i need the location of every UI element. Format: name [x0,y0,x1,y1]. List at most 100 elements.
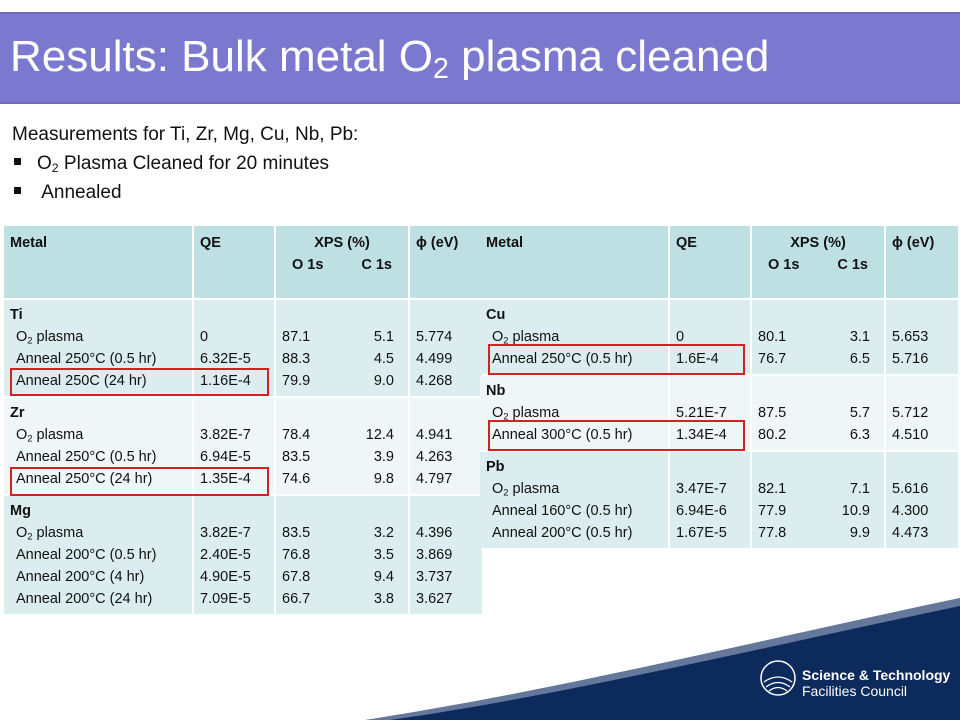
phi-value: 4.268 [416,373,453,389]
xps-values: 76.8 3.5 [282,544,394,566]
header-o1s: O 1s [292,257,324,273]
metal-group-row: Cu O2 plasma Anneal 250°C (0.5 hr) 0 1.6E-4… [480,300,958,374]
qe-value: 0 [200,329,209,345]
c1s-value: 3.2 [373,525,394,541]
phi-value: 3.869 [416,547,453,563]
o1s-value: 83.5 [282,525,311,541]
condition-label: O2 plasma [16,329,84,346]
header-phi: ϕ (eV) [410,226,482,298]
condition-label: Anneal 200°C (4 hr) [16,569,145,585]
metal-name: Nb [486,383,506,399]
phi-value: 5.774 [416,329,453,345]
slide-title: Results: Bulk metal O2 plasma cleaned [10,32,770,86]
c1s-value: 9.0 [373,373,394,389]
condition-label: Anneal 250C (24 hr) [16,373,147,389]
phi-value: 4.941 [416,427,453,443]
phi-value: 3.627 [416,591,453,607]
spacer [892,456,952,478]
condition-label: Anneal 250°C (24 hr) [16,471,153,487]
xps-values: 79.9 9.0 [282,370,394,392]
o1s-value: 78.4 [282,427,311,443]
qe-cell: 0 1.6E-4 [670,300,750,374]
header-metal: Metal [4,226,192,298]
phi-cell: 5.712 4.510 [886,376,958,450]
c1s-value: 6.5 [849,351,870,367]
condition-label: Anneal 200°C (24 hr) [16,591,153,607]
header-o1s: O 1s [768,257,800,273]
metal-group-row: Nb O2 plasma Anneal 300°C (0.5 hr) 5.21E-7… [480,376,958,450]
metal-cell: Pb O2 plasma Anneal 160°C (0.5 hr) Anneal 2… [480,452,668,548]
phi-value: 5.653 [892,329,929,345]
c1s-value: 3.8 [373,591,394,607]
qe-cell: 3.82E-7 2.40E-5 4.90E-5 7.09E-5 [194,496,274,614]
title-bar: Results: Bulk metal O2 plasma cleaned [0,12,960,104]
phi-cell: 5.616 4.300 4.473 [886,452,958,548]
phi-cell: 5.653 5.716 [886,300,958,374]
phi-value: 4.396 [416,525,453,541]
xps-values: 87.5 5.7 [758,402,870,424]
metal-cell: Nb O2 plasma Anneal 300°C (0.5 hr) [480,376,668,450]
spacer [282,304,402,326]
header-phi: ϕ (eV) [886,226,958,298]
o1s-value: 74.6 [282,471,311,487]
highlight-zr-24hr [10,467,269,496]
xps-cell: 83.5 3.2 76.8 3.5 67.8 9.4 66.7 3.8 [276,496,408,614]
header-xps-title: XPS (%) [790,235,846,251]
header-c1s: C 1s [361,257,392,273]
highlight-ti-24hr [10,368,269,396]
o1s-value: 66.7 [282,591,311,607]
phi-value: 4.499 [416,351,453,367]
qe-value: 6.32E-5 [200,351,251,367]
intro-line: Measurements for Ti, Zr, Mg, Cu, Nb, Pb: [12,124,359,145]
qe-value: 2.40E-5 [200,547,251,563]
condition-label: O2 plasma [16,525,84,542]
xps-values: 83.5 3.9 [282,446,394,468]
header-metal: Metal [480,226,668,298]
condition-label: Anneal 300°C (0.5 hr) [492,427,633,443]
o1s-value: 83.5 [282,449,311,465]
xps-cell: 78.4 12.4 83.5 3.9 74.6 9.8 [276,398,408,494]
xps-cell: 87.1 5.1 88.3 4.5 79.9 9.0 [276,300,408,396]
xps-values: 80.2 6.3 [758,424,870,446]
c1s-value: 10.9 [841,503,870,519]
header-xps: XPS (%) O 1s C 1s [276,226,408,298]
metal-group-row: Ti O2 plasma Anneal 250°C (0.5 hr) Anneal 2… [4,300,482,396]
phi-value: 5.616 [892,481,929,497]
xps-values: 66.7 3.8 [282,588,394,610]
phi-value: 4.473 [892,525,929,541]
c1s-value: 3.9 [373,449,394,465]
condition-label: O2 plasma [16,427,84,444]
header-qe: QE [194,226,274,298]
o1s-value: 77.9 [758,503,787,519]
condition-label: Anneal 200°C (0.5 hr) [492,525,633,541]
o1s-value: 76.7 [758,351,787,367]
left-results-table: Metal QE XPS (%) O 1s C 1s ϕ (eV) Ti O2 plasma A… [2,224,484,616]
c1s-value: 3.1 [849,329,870,345]
condition-label: O2 plasma [492,405,560,422]
c1s-value: 7.1 [849,481,870,497]
qe-value: 0 [676,329,685,345]
o1s-value: 67.8 [282,569,311,585]
spacer [282,500,402,522]
c1s-value: 9.8 [373,471,394,487]
metal-group-row: Mg O2 plasma Anneal 200°C (0.5 hr) Anneal 2… [4,496,482,614]
right-results-table: Metal QE XPS (%) O 1s C 1s ϕ (eV) Cu O2 plasma A… [478,224,960,550]
header-row: Metal QE XPS (%) O 1s C 1s ϕ (eV) [480,226,958,298]
phi-value: 5.712 [892,405,929,421]
qe-value: 6.94E-6 [676,503,727,519]
spacer [200,402,268,424]
c1s-value: 6.3 [849,427,870,443]
spacer [676,380,744,402]
header-row: Metal QE XPS (%) O 1s C 1s ϕ (eV) [4,226,482,298]
qe-value: 3.82E-7 [200,525,251,541]
xps-values: 67.8 9.4 [282,566,394,588]
phi-value: 3.737 [416,569,453,585]
qe-cell: 0 6.32E-5 1.16E-4 [194,300,274,396]
xps-values: 78.4 12.4 [282,424,394,446]
qe-value: 1.35E-4 [200,471,251,487]
o1s-value: 77.8 [758,525,787,541]
xps-values: 74.6 9.8 [282,468,394,490]
bullet-plasma: O2 Plasma Cleaned for 20 minutes [12,149,358,178]
stfc-logo [760,660,796,696]
logo-text: Science & Technology Facilities Council [802,667,951,699]
